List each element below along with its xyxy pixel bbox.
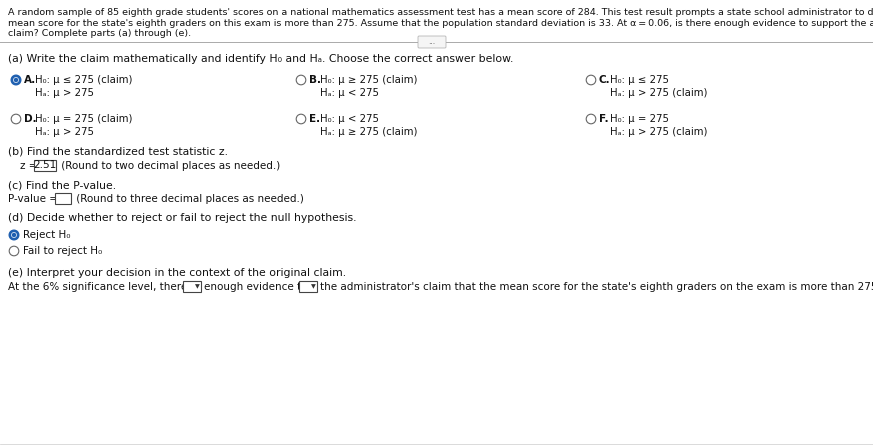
Text: the administrator's claim that the mean score for the state's eighth graders on : the administrator's claim that the mean … <box>320 282 873 292</box>
Text: H₀: μ = 275 (claim): H₀: μ = 275 (claim) <box>35 114 133 124</box>
Text: (d) Decide whether to reject or fail to reject the null hypothesis.: (d) Decide whether to reject or fail to … <box>8 213 356 223</box>
Text: (e) Interpret your decision in the context of the original claim.: (e) Interpret your decision in the conte… <box>8 268 346 278</box>
Text: ▼: ▼ <box>195 284 199 289</box>
Circle shape <box>12 233 16 236</box>
Text: Reject H₀: Reject H₀ <box>23 230 71 240</box>
Circle shape <box>10 230 19 240</box>
Text: A random sample of 85 eighth grade students' scores on a national mathematics as: A random sample of 85 eighth grade stude… <box>8 8 873 17</box>
Text: (b) Find the standardized test statistic z.: (b) Find the standardized test statistic… <box>8 147 228 157</box>
Text: Hₐ: μ > 275 (claim): Hₐ: μ > 275 (claim) <box>610 127 707 137</box>
Circle shape <box>296 114 306 124</box>
FancyBboxPatch shape <box>418 36 446 48</box>
Text: B.: B. <box>309 75 320 85</box>
Text: 2.51: 2.51 <box>33 160 57 170</box>
Text: z =: z = <box>20 161 38 171</box>
Text: (Round to three decimal places as needed.): (Round to three decimal places as needed… <box>73 194 304 204</box>
Circle shape <box>586 75 595 85</box>
FancyBboxPatch shape <box>183 281 201 292</box>
Text: enough evidence to: enough evidence to <box>204 282 307 292</box>
Text: H₀: μ ≤ 275 (claim): H₀: μ ≤ 275 (claim) <box>35 75 133 85</box>
Text: ▼: ▼ <box>311 284 315 289</box>
FancyBboxPatch shape <box>299 281 317 292</box>
Text: (c) Find the P-value.: (c) Find the P-value. <box>8 180 116 190</box>
Text: Hₐ: μ < 275: Hₐ: μ < 275 <box>320 88 379 98</box>
Text: H₀: μ ≥ 275 (claim): H₀: μ ≥ 275 (claim) <box>320 75 417 85</box>
Text: H₀: μ = 275: H₀: μ = 275 <box>610 114 669 124</box>
Circle shape <box>14 78 18 82</box>
FancyBboxPatch shape <box>55 193 71 204</box>
Text: Hₐ: μ > 275: Hₐ: μ > 275 <box>35 88 93 98</box>
Text: A.: A. <box>24 75 36 85</box>
Text: claim? Complete parts (a) through (e).: claim? Complete parts (a) through (e). <box>8 29 191 38</box>
Text: ...: ... <box>429 38 436 46</box>
Text: Hₐ: μ > 275: Hₐ: μ > 275 <box>35 127 93 137</box>
Circle shape <box>296 75 306 85</box>
Text: Fail to reject H₀: Fail to reject H₀ <box>23 246 102 256</box>
Circle shape <box>10 246 19 256</box>
Text: P-value =: P-value = <box>8 194 58 204</box>
Text: (Round to two decimal places as needed.): (Round to two decimal places as needed.) <box>58 161 280 171</box>
Text: mean score for the state's eighth graders on this exam is more than 275. Assume : mean score for the state's eighth grader… <box>8 18 873 28</box>
Text: (a) Write the claim mathematically and identify H₀ and Hₐ. Choose the correct an: (a) Write the claim mathematically and i… <box>8 54 513 64</box>
Circle shape <box>15 79 17 81</box>
Circle shape <box>11 75 21 85</box>
Circle shape <box>11 114 21 124</box>
Circle shape <box>586 114 595 124</box>
Circle shape <box>12 233 17 237</box>
Text: C.: C. <box>599 75 610 85</box>
Text: Hₐ: μ ≥ 275 (claim): Hₐ: μ ≥ 275 (claim) <box>320 127 417 137</box>
Text: H₀: μ < 275: H₀: μ < 275 <box>320 114 379 124</box>
Text: At the 6% significance level, there: At the 6% significance level, there <box>8 282 187 292</box>
Text: D.: D. <box>24 114 37 124</box>
Text: H₀: μ ≤ 275: H₀: μ ≤ 275 <box>610 75 669 85</box>
FancyBboxPatch shape <box>34 160 56 171</box>
Text: F.: F. <box>599 114 608 124</box>
Text: Hₐ: μ > 275 (claim): Hₐ: μ > 275 (claim) <box>610 88 707 98</box>
Text: E.: E. <box>309 114 320 124</box>
